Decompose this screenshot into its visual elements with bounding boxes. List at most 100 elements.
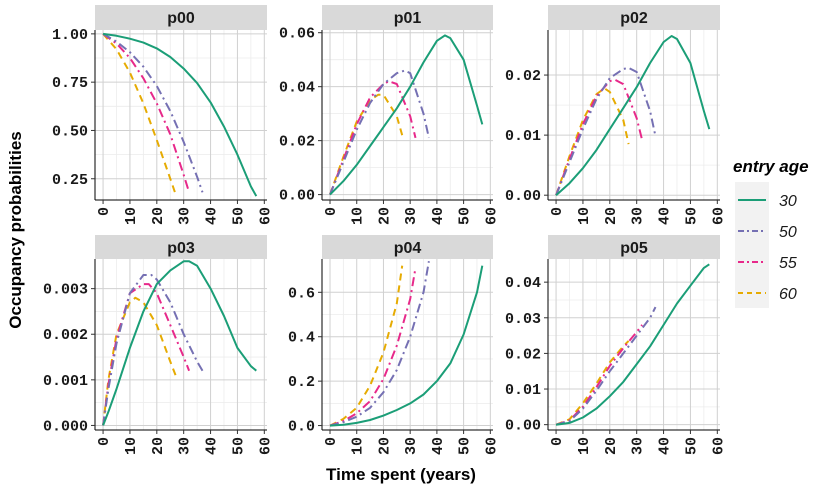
x-tick-label: 60 (710, 207, 727, 225)
x-tick-label: 40 (657, 207, 674, 225)
x-tick-label: 0 (96, 207, 113, 216)
x-tick-label: 50 (230, 437, 247, 455)
x-axis-title: Time spent (years) (326, 465, 476, 484)
series-line-55 (555, 324, 643, 426)
x-tick-label: 40 (204, 207, 221, 225)
x-tick-label: 50 (457, 207, 474, 225)
series-line-50 (555, 306, 657, 426)
series-line-50 (102, 33, 204, 193)
x-tick-label: 0 (549, 437, 566, 446)
x-tick-label: 60 (257, 437, 274, 455)
y-tick-label: 0.06 (279, 26, 315, 43)
legend-label-55: 55 (779, 255, 797, 272)
series-line-50 (102, 274, 204, 426)
y-tick-label: 0.01 (505, 128, 541, 145)
y-tick-label: 1.00 (52, 27, 88, 44)
y-tick-label: 0.25 (52, 172, 88, 189)
y-tick-label: 0.4 (288, 330, 315, 347)
legend-key-background (735, 182, 769, 308)
series-line-30 (329, 34, 484, 196)
y-tick-label: 0.04 (279, 80, 315, 97)
series-line-55 (102, 33, 191, 193)
series-line-30 (102, 260, 257, 426)
series-line-30 (555, 35, 711, 196)
legend-label-60: 60 (779, 286, 797, 303)
y-tick-label: 0.03 (505, 311, 541, 328)
panel-title: p02 (620, 10, 648, 27)
panel-p01: p01 0.00 0.02 0.04 0.06 0 10 20 30 40 50 60 (279, 5, 500, 225)
series-line-60 (329, 265, 404, 427)
series-line-50 (555, 66, 657, 196)
x-tick-label: 20 (603, 437, 620, 455)
x-tick-label: 40 (204, 437, 221, 455)
panel-title: p01 (394, 10, 422, 27)
y-tick-label: 0.02 (505, 68, 541, 85)
x-tick-label: 60 (483, 437, 500, 455)
y-tick-label: 0.003 (43, 282, 88, 299)
x-tick-label: 20 (376, 207, 393, 225)
y-tick-label: 0.002 (43, 327, 88, 344)
x-tick-label: 50 (683, 437, 700, 455)
x-tick-label: 30 (630, 207, 647, 225)
x-tick-label: 40 (657, 437, 674, 455)
y-tick-label: 0.00 (505, 418, 541, 435)
y-tick-label: 0.000 (43, 418, 88, 435)
panel-title: p00 (167, 10, 195, 27)
y-tick-label: 0.00 (279, 188, 315, 205)
y-tick-label: 0.02 (505, 346, 541, 363)
x-tick-label: 10 (350, 207, 367, 225)
series-line-50 (329, 69, 430, 195)
y-tick-label: 0.001 (43, 373, 88, 390)
y-axis-title: Occupancy probabilities (6, 131, 25, 328)
y-tick-label: 0.50 (52, 123, 88, 140)
x-tick-label: 20 (603, 207, 620, 225)
x-tick-label: 30 (177, 437, 194, 455)
strip-header (548, 235, 720, 259)
x-tick-label: 30 (403, 437, 420, 455)
series-line-30 (329, 265, 484, 427)
x-tick-label: 0 (323, 207, 340, 216)
strip-header (95, 5, 267, 30)
x-tick-label: 30 (403, 207, 420, 225)
y-tick-label: 0.00 (505, 188, 541, 205)
x-tick-label: 10 (123, 207, 140, 225)
series-line-30 (102, 32, 258, 197)
x-tick-label: 50 (683, 207, 700, 225)
series-line-60 (555, 87, 630, 196)
panel-title: p03 (167, 240, 195, 257)
x-tick-label: 10 (123, 437, 140, 455)
strip-header (322, 5, 493, 30)
y-tick-label: 0.04 (505, 275, 541, 292)
legend-label-30: 30 (779, 193, 797, 210)
x-tick-label: 50 (457, 437, 474, 455)
y-tick-label: 0.2 (288, 374, 315, 391)
series-line-55 (329, 267, 417, 427)
x-tick-label: 40 (430, 207, 447, 225)
x-tick-label: 50 (230, 207, 247, 225)
y-tick-label: 0.75 (52, 75, 88, 92)
x-tick-label: 20 (376, 437, 393, 455)
x-tick-label: 20 (150, 437, 167, 455)
panel-title: p05 (620, 240, 648, 257)
panel-p05: p05 0.00 0.01 0.02 0.03 0.04 0 10 20 30 40 50 60 (505, 235, 727, 455)
panel-p04: p04 0.0 0.2 0.4 0.6 0 10 20 30 40 50 60 (288, 235, 500, 455)
x-tick-label: 0 (549, 207, 566, 216)
legend: entry age 30 50 55 60 (733, 157, 809, 308)
panel-p03: p03 0.000 0.001 0.002 0.003 0 10 20 30 40 50 60 (43, 235, 274, 455)
panel-title: p04 (394, 240, 422, 257)
x-tick-label: 0 (323, 437, 340, 446)
strip-header (322, 235, 493, 259)
x-tick-label: 10 (350, 437, 367, 455)
legend-title: entry age (733, 157, 809, 176)
x-tick-label: 10 (576, 207, 593, 225)
strip-header (548, 5, 720, 30)
series-line-30 (555, 263, 710, 426)
y-tick-label: 0.6 (288, 285, 315, 302)
series-line-60 (102, 33, 177, 195)
strip-header (95, 235, 267, 259)
y-tick-label: 0.0 (288, 419, 315, 436)
x-tick-label: 10 (576, 437, 593, 455)
x-tick-label: 0 (96, 437, 113, 446)
panel-p02: p02 0.00 0.01 0.02 0 10 20 30 40 50 60 (505, 5, 727, 225)
